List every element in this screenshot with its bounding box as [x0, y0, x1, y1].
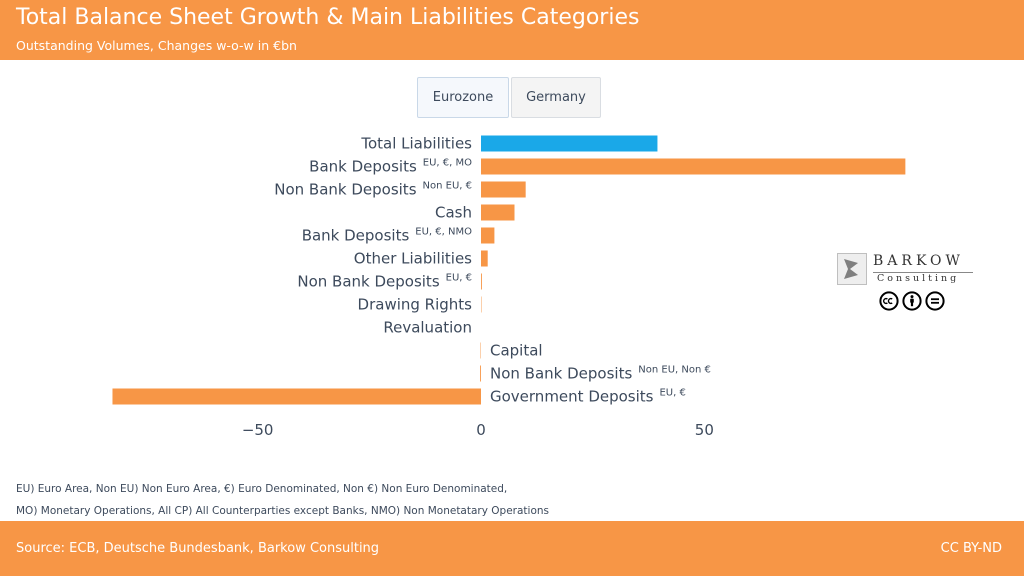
license-text: CC BY-ND: [940, 541, 1002, 556]
category-label: Total Liabilities: [360, 135, 472, 153]
bar[interactable]: [112, 388, 481, 405]
bar[interactable]: [481, 250, 488, 267]
tab-eurozone[interactable]: Eurozone: [417, 77, 509, 118]
by-icon: [902, 291, 922, 311]
category-label: Government Deposits EU, €: [490, 388, 686, 406]
bar[interactable]: [481, 273, 482, 290]
barkow-logo-mark-icon: [837, 253, 867, 285]
page-title: Total Balance Sheet Growth & Main Liabil…: [16, 5, 640, 30]
footnote-line: EU) Euro Area, Non EU) Non Euro Area, €)…: [16, 483, 508, 495]
category-label: Bank Deposits EU, €, MO: [309, 158, 472, 176]
bar[interactable]: [480, 365, 481, 382]
region-tabs: Eurozone Germany: [417, 77, 601, 118]
category-label: Bank Deposits EU, €, NMO: [302, 227, 472, 245]
bar[interactable]: [481, 158, 906, 175]
tab-germany[interactable]: Germany: [511, 77, 601, 118]
bar[interactable]: [481, 227, 495, 244]
category-label: Capital: [490, 342, 543, 360]
footnotes: EU) Euro Area, Non EU) Non Euro Area, €)…: [16, 478, 549, 522]
category-label: Revaluation: [383, 319, 472, 337]
x-tick-label: 50: [695, 421, 714, 439]
footer-bar: Source: ECB, Deutsche Bundesbank, Barkow…: [0, 521, 1024, 576]
source-text: Source: ECB, Deutsche Bundesbank, Barkow…: [16, 541, 380, 556]
logo-name: BARKOW: [873, 253, 964, 269]
logo-subtitle: Consulting: [877, 273, 960, 284]
bar-chart: Total Liabilities Bank Deposits EU, €, MO N…: [112, 135, 906, 439]
barkow-logo: BARKOW Consulting: [837, 253, 977, 313]
category-label: Cash: [435, 204, 472, 222]
cc-icon: [879, 291, 899, 311]
footnote-line: MO) Monetary Operations, All CP) All Cou…: [16, 505, 550, 517]
logo-divider: [873, 272, 973, 273]
bar[interactable]: [481, 181, 526, 198]
x-tick-label: −50: [242, 421, 274, 439]
page-subtitle: Outstanding Volumes, Changes w-o-w in €b…: [16, 38, 297, 53]
x-tick-label: 0: [476, 421, 486, 439]
category-label: Drawing Rights: [358, 296, 473, 314]
license-icons: [879, 291, 945, 311]
category-label: Non Bank Deposits EU, €: [297, 273, 472, 291]
category-label: Non Bank Deposits Non EU, €: [274, 181, 472, 199]
category-label: Non Bank Deposits Non EU, Non €: [490, 365, 711, 383]
category-label: Other Liabilities: [354, 250, 472, 268]
bar[interactable]: [481, 204, 515, 221]
header-bar: Total Balance Sheet Growth & Main Liabil…: [0, 0, 1024, 60]
bar[interactable]: [481, 135, 658, 152]
nd-icon: [925, 291, 945, 311]
